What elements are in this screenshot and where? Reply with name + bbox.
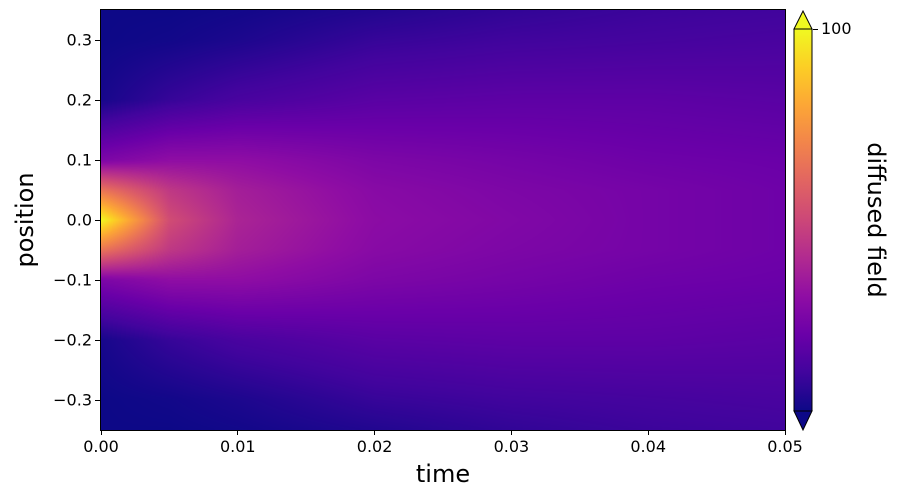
colorbar-gradient [793,28,813,412]
heatmap-image [101,10,785,430]
x-tick-label: 0.03 [493,437,530,456]
x-tick-mark [647,430,649,435]
colorbar-extend-min [793,410,813,431]
y-tick-mark [95,219,100,221]
x-tick-label: 0.01 [219,437,256,456]
y-axis-label: position [11,172,39,268]
x-tick-label: 0.02 [356,437,393,456]
x-tick-label: 0.00 [83,437,119,456]
y-tick-label: 0.2 [66,90,92,110]
y-tick-label: −0.1 [53,270,92,290]
x-tick-mark [510,430,512,435]
x-tick-mark [100,430,102,435]
heatmap-plot-area [101,10,785,430]
colorbar-tick-mark [813,28,818,30]
y-tick-label: −0.2 [53,330,92,350]
x-tick-mark [784,430,786,435]
colorbar-extend-max [793,10,813,30]
x-tick-mark [374,430,376,435]
y-tick-label: −0.3 [53,390,92,410]
colorbar-label: diffused field [862,142,890,298]
y-tick-label: 0.1 [66,150,92,170]
colorbar [793,10,813,431]
y-tick-label: 0.3 [66,30,92,50]
colorbar-tick-label: 100 [821,19,852,38]
y-tick-mark [95,279,100,281]
x-axis-label: time [415,460,471,488]
y-tick-mark [95,339,100,341]
y-tick-mark [95,399,100,401]
y-tick-mark [95,99,100,101]
y-tick-mark [95,159,100,161]
x-tick-label: 0.05 [767,437,803,456]
y-tick-label: 0.0 [66,210,92,230]
x-tick-label: 0.04 [630,437,666,456]
y-tick-mark [95,39,100,41]
x-tick-mark [237,430,239,435]
